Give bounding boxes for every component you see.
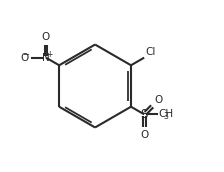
Text: S: S [140,108,148,121]
Text: +: + [46,50,52,59]
Text: 3: 3 [163,111,168,121]
Text: O: O [42,32,50,42]
Text: O: O [20,53,29,63]
Text: CH: CH [159,109,174,119]
Text: O: O [140,130,148,140]
Text: N: N [42,53,50,63]
Text: −: − [22,50,29,59]
Text: Cl: Cl [145,47,155,57]
Text: O: O [154,95,162,105]
